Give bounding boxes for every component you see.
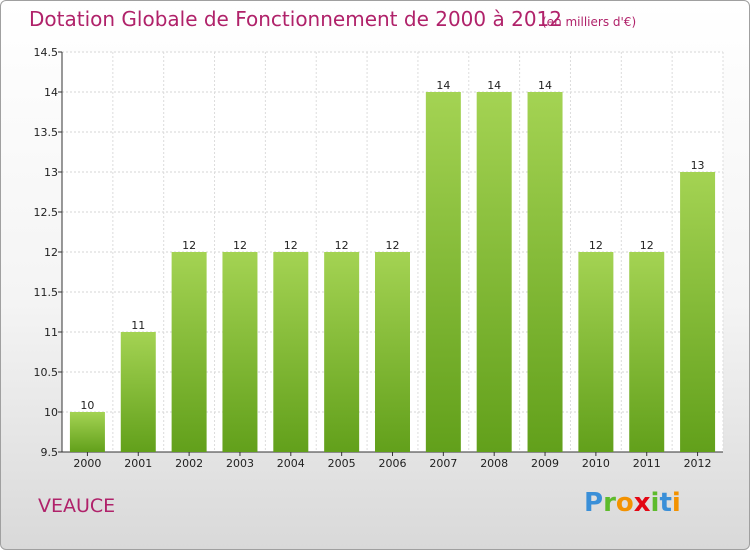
bar-2008 [476,92,512,452]
x-tick-label-2012: 2012 [684,457,712,470]
x-tick-label-2006: 2006 [379,457,407,470]
value-label-2001: 11 [131,319,145,332]
y-tick-label: 11.5 [34,286,59,299]
y-tick-label: 12 [44,246,58,259]
y-tick-label: 11 [44,326,58,339]
bar-2009 [527,92,563,452]
value-label-2006: 12 [386,239,400,252]
x-tick-label-2005: 2005 [328,457,356,470]
value-label-2010: 12 [589,239,603,252]
x-tick-label-2009: 2009 [531,457,559,470]
logo-letter: P [584,488,604,518]
logo-letter: x [633,488,651,518]
labels: 9.5 10 10.5 11 11.5 12 12.5 13 13.5 14 14.5 10 2000 1… [34,46,712,470]
bar-2007 [425,92,461,452]
proxiti-logo: Proxiti [584,488,681,518]
y-tick-label: 12.5 [34,206,59,219]
y-tick-label: 10 [44,406,58,419]
bar-2006 [375,252,410,452]
bar-2000 [69,412,105,452]
x-tick-label-2007: 2007 [429,457,457,470]
logo-letter: i [650,488,660,518]
value-label-2008: 14 [487,79,501,92]
x-tick-label-2008: 2008 [480,457,508,470]
place-name: VEAUCE [38,495,116,517]
value-label-2007: 14 [436,79,450,92]
logo-letter: t [659,488,672,518]
x-tick-label-2003: 2003 [226,457,254,470]
bar-2002 [171,252,207,452]
y-tick-label: 14.5 [34,46,59,59]
logo-letter: o [615,488,634,518]
value-label-2011: 12 [640,239,654,252]
logo-letter: i [671,488,681,518]
logo-letter: r [603,488,616,518]
value-label-2002: 12 [182,239,196,252]
value-label-2004: 12 [284,239,298,252]
bar-2011 [629,252,665,452]
x-tick-label-2010: 2010 [582,457,610,470]
bar-2012 [680,172,716,452]
bars [69,92,716,452]
y-tick-label: 14 [44,86,58,99]
bar-2004 [273,252,309,452]
y-tick-label: 13 [44,166,58,179]
x-tick-label-2000: 2000 [73,457,101,470]
value-label-2012: 13 [691,159,705,172]
y-tick-label: 9.5 [41,446,59,459]
bar-2010 [578,252,614,452]
x-tick-label-2004: 2004 [277,457,305,470]
bar-2003 [222,252,258,452]
value-label-2005: 12 [335,239,349,252]
y-tick-label: 13.5 [34,126,59,139]
chart-title: Dotation Globale de Fonctionnement de 20… [29,7,562,31]
value-label-2003: 12 [233,239,247,252]
value-label-2000: 10 [80,399,94,412]
bar-2001 [120,332,156,452]
x-tick-label-2001: 2001 [124,457,152,470]
value-label-2009: 14 [538,79,552,92]
chart-subtitle: (en milliers d'€) [542,15,637,29]
x-tick-label-2011: 2011 [633,457,661,470]
x-tick-label-2002: 2002 [175,457,203,470]
y-tick-label: 10.5 [34,366,59,379]
bar-2005 [324,252,360,452]
